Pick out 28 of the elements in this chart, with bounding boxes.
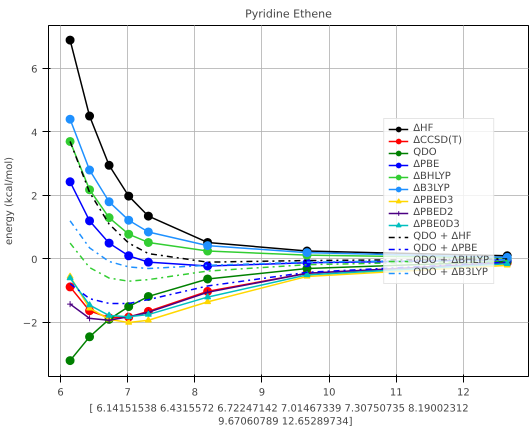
y-tick-label: 0: [31, 254, 38, 266]
y-tick-label: 4: [31, 128, 38, 139]
legend-label: ΔPBE0D3: [413, 218, 460, 230]
x-tick-label: 6: [57, 388, 64, 398]
y-tick-label: 6: [31, 64, 38, 76]
legend-label: ΔBHLYP: [413, 170, 451, 182]
x-tick-label: 8: [192, 388, 198, 398]
legend-label: ΔPBED2: [413, 206, 454, 218]
legend-label: ΔPBED3: [413, 194, 454, 206]
legend-label: QDO + ΔB3LYP: [413, 266, 488, 278]
legend-label: QDO: [413, 146, 437, 158]
x-tick-label: 7: [124, 388, 131, 398]
x-tick-label: 11: [390, 388, 403, 398]
x-axis-title: [ 6.14151538 6.4315572 6.72247142 7.01467339 7.30750735 8.19002312 9.67060789 12.65289734]: [89, 404, 469, 428]
legend-label: ΔPBE: [413, 158, 440, 170]
x-tick-label: 10: [322, 388, 336, 398]
legend-label: QDO + ΔHF: [413, 230, 472, 242]
y-tick-label: −2: [22, 318, 38, 330]
legend-label: ΔB3LYP: [413, 182, 450, 194]
x-tick-label: 12: [457, 388, 470, 398]
x-tick-label: 9: [258, 388, 266, 398]
legend-label: QDO + ΔPBE: [413, 242, 478, 254]
legend-label: ΔHF: [413, 122, 434, 134]
y-tick-label: 2: [31, 191, 38, 202]
legend-label: QDO + ΔBHLYP: [413, 254, 489, 266]
legend-label: ΔCCSD(T): [413, 134, 462, 146]
y-axis-title: energy (kcal/mol): [4, 156, 15, 246]
chart-title: Pyridine Ethene: [245, 8, 332, 20]
